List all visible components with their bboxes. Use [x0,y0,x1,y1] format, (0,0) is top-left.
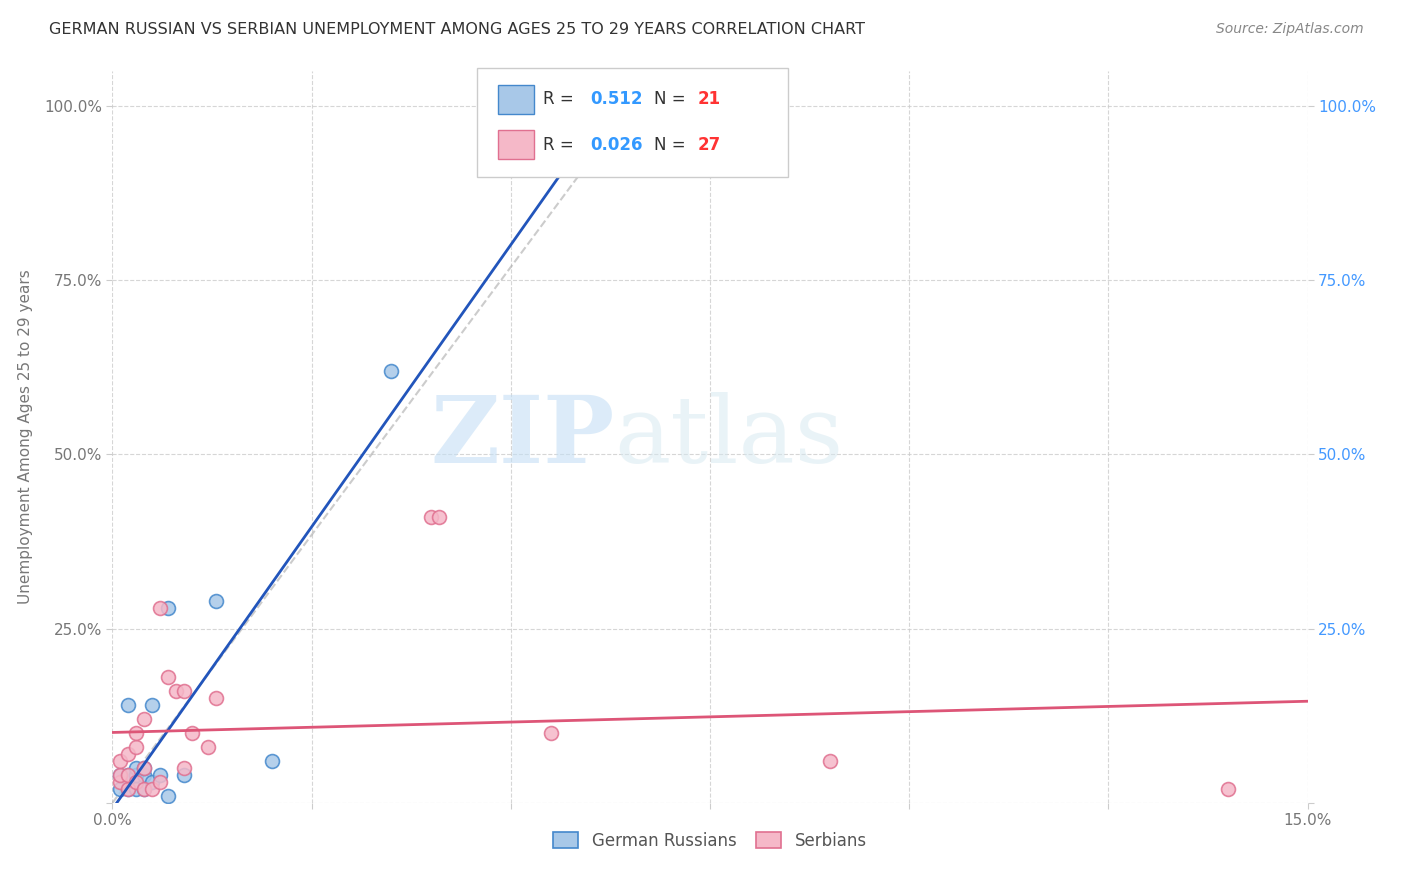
Point [141,698,163,713]
Point [125,726,148,740]
Point [540,726,562,740]
Text: N =: N = [654,90,690,108]
Point [149,600,172,615]
Point [110,768,132,782]
Point [149,775,172,789]
Point [125,740,148,755]
Text: ZIP: ZIP [430,392,614,482]
Point [134,761,156,775]
Point [134,768,156,782]
Point [818,754,841,768]
Point [117,768,139,782]
Point [427,510,450,524]
Point [173,768,195,782]
Point [165,684,187,698]
Point [157,670,180,684]
Text: GERMAN RUSSIAN VS SERBIAN UNEMPLOYMENT AMONG AGES 25 TO 29 YEARS CORRELATION CHA: GERMAN RUSSIAN VS SERBIAN UNEMPLOYMENT A… [49,22,865,37]
Point [1216,781,1239,796]
Point [117,781,139,796]
Text: 0.026: 0.026 [591,136,643,153]
Point [110,754,132,768]
Point [117,747,139,761]
Point [134,781,156,796]
Point [157,600,180,615]
Point [205,691,228,706]
Point [125,775,148,789]
Legend: German Russians, Serbians: German Russians, Serbians [547,825,873,856]
Point [134,761,156,775]
FancyBboxPatch shape [477,68,787,178]
Point [134,781,156,796]
Point [173,684,195,698]
Text: R =: R = [543,136,579,153]
FancyBboxPatch shape [499,85,534,114]
Point [117,781,139,796]
Point [157,789,180,803]
FancyBboxPatch shape [499,130,534,159]
Text: Source: ZipAtlas.com: Source: ZipAtlas.com [1216,22,1364,37]
Text: 21: 21 [699,90,721,108]
Point [579,99,602,113]
Text: 27: 27 [699,136,721,153]
Text: R =: R = [543,90,579,108]
Point [181,726,204,740]
Text: 0.512: 0.512 [591,90,643,108]
Text: N =: N = [654,136,690,153]
Point [125,768,148,782]
Y-axis label: Unemployment Among Ages 25 to 29 years: Unemployment Among Ages 25 to 29 years [18,269,32,605]
Point [117,768,139,782]
Point [380,364,402,378]
Point [110,768,132,782]
Point [125,761,148,775]
Point [420,510,443,524]
Text: atlas: atlas [614,392,844,482]
Point [117,698,139,713]
Point [141,775,163,789]
Point [173,761,195,775]
Point [110,775,132,789]
Point [134,712,156,726]
Point [260,754,283,768]
Point [141,781,163,796]
Point [205,594,228,608]
Point [125,781,148,796]
Point [197,740,219,755]
Point [149,768,172,782]
Point [110,781,132,796]
